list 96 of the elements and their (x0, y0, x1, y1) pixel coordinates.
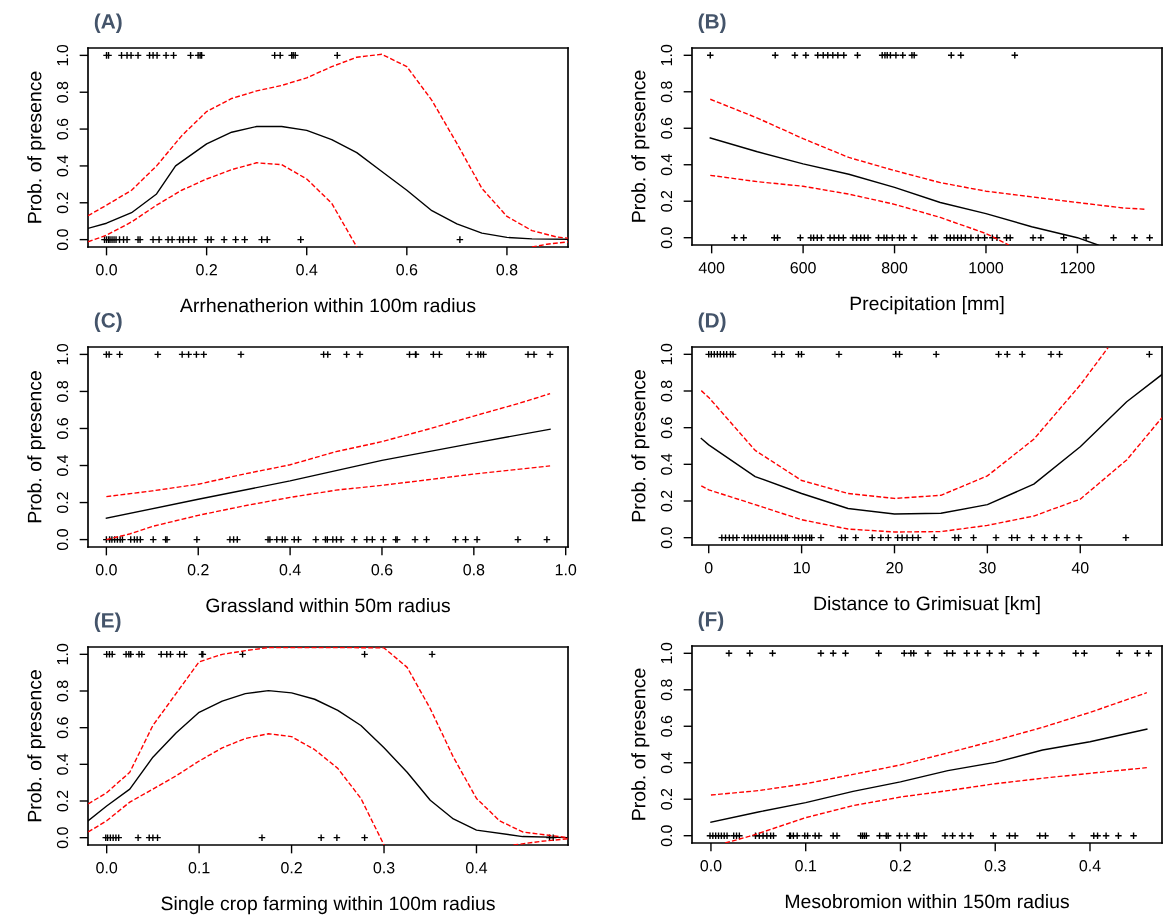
line-series (709, 174, 1010, 245)
x-tick-label: 400 (698, 262, 725, 274)
y-axis-title: Prob. of presence (27, 371, 46, 523)
x-tick-label: 0 (704, 562, 713, 574)
x-axis-title: Single crop farming within 100m radius (161, 896, 495, 915)
x-tick-label: 0.2 (187, 564, 209, 576)
y-tick-label: 0.2 (56, 192, 69, 214)
y-tick-label: 0.2 (660, 190, 673, 212)
x-tick-label: 0.4 (296, 264, 318, 276)
x-tick-label: 0.0 (96, 862, 118, 874)
line-series (105, 428, 551, 519)
y-tick-label: 0.8 (56, 680, 69, 702)
y-tick-label: 0.6 (660, 715, 673, 737)
y-tick-label: 0.2 (660, 788, 673, 810)
y-axis-title: Prob. of presence (631, 370, 650, 522)
line-series (709, 98, 1146, 210)
x-tick-label: 0.8 (463, 564, 485, 576)
x-tick-label: 30 (979, 562, 996, 574)
x-tick-label: 0.1 (795, 860, 817, 872)
y-axis-title: Prob. of presence (27, 670, 46, 822)
x-tick-label: 0.2 (196, 264, 217, 276)
line-series (710, 692, 1148, 796)
x-axis-title: Precipitation [mm] (850, 296, 1004, 315)
y-axis-title: Prob. of presence (631, 668, 650, 820)
y-tick-label: 1.0 (660, 343, 673, 365)
x-axis-title: Arrhenatherion within 100m radius (179, 298, 476, 313)
chart-title: (E) (94, 612, 121, 632)
y-tick-label: 0.0 (660, 825, 673, 847)
line-series (105, 465, 551, 541)
y-tick-label: 0.4 (56, 753, 69, 775)
y-tick-label: 0.4 (56, 454, 69, 476)
y-tick-label: 1.0 (56, 343, 69, 365)
x-tick-label: 0.6 (396, 264, 418, 276)
y-tick-label: 0.8 (660, 679, 673, 701)
y-tick-label: 0.6 (56, 118, 69, 140)
y-tick-label: 0.6 (56, 717, 69, 739)
x-tick-label: 10 (793, 562, 810, 574)
y-tick-label: 1.0 (660, 642, 673, 664)
y-axis-title: Prob. of presence (27, 71, 46, 223)
y-tick-label: 0.2 (56, 790, 69, 812)
y-tick-label: 0.6 (56, 418, 69, 439)
y-tick-label: 1.0 (660, 44, 673, 66)
line-series (700, 416, 1162, 533)
y-tick-label: 0.0 (56, 529, 69, 551)
x-tick-label: 0.2 (281, 862, 302, 874)
y-tick-label: 0.8 (56, 381, 69, 402)
x-tick-label: 0.8 (496, 264, 518, 276)
x-tick-label: 0.6 (371, 564, 393, 576)
x-tick-label: 0.0 (96, 264, 117, 276)
y-axis-title: Prob. of presence (631, 70, 650, 222)
chart-title: (B) (698, 13, 726, 33)
x-tick-label: 0.4 (466, 862, 488, 874)
x-axis-title: Distance to Grimisuat [km] (814, 596, 1040, 615)
y-tick-label: 0.4 (660, 752, 673, 774)
x-tick-label: 0.4 (1079, 860, 1101, 872)
y-tick-label: 0.0 (660, 527, 673, 549)
y-tick-label: 0.2 (56, 492, 69, 514)
x-tick-label: 1.0 (555, 564, 577, 576)
y-tick-label: 0.6 (660, 117, 673, 139)
x-tick-label: 0.3 (373, 862, 395, 874)
x-tick-label: 0.3 (984, 860, 1006, 872)
line-series (88, 53, 568, 239)
chart-title: (C) (94, 312, 122, 332)
line-series (105, 392, 551, 498)
x-tick-label: 1000 (969, 262, 1004, 274)
x-tick-label: 0.1 (188, 862, 210, 874)
y-tick-label: 0.4 (660, 453, 673, 475)
y-tick-label: 0.0 (56, 229, 69, 251)
y-tick-label: 0.2 (660, 490, 673, 512)
line-series (724, 766, 1148, 843)
y-tick-label: 1.0 (56, 643, 69, 665)
x-tick-label: 40 (1071, 562, 1089, 574)
x-tick-label: 0.4 (279, 564, 301, 576)
x-tick-label: 0.2 (889, 860, 911, 872)
y-tick-label: 0.8 (660, 380, 673, 402)
y-tick-label: 0.0 (660, 227, 673, 249)
y-tick-label: 0.4 (56, 155, 69, 177)
y-tick-label: 0.0 (56, 827, 69, 849)
x-tick-label: 0.0 (700, 860, 722, 872)
x-tick-label: 1200 (1060, 262, 1095, 274)
chart-title: (F) (698, 611, 724, 631)
y-tick-label: 0.6 (660, 417, 673, 439)
x-tick-label: 20 (886, 562, 903, 574)
line-series (710, 728, 1148, 823)
x-tick-label: 600 (790, 262, 816, 274)
chart-title: (A) (94, 13, 122, 33)
y-tick-label: 1.0 (56, 44, 69, 66)
x-tick-label: 800 (881, 262, 908, 274)
x-axis-title: Grassland within 50m radius (206, 598, 450, 613)
chart-title: (D) (698, 312, 726, 332)
y-tick-label: 0.4 (660, 154, 673, 176)
line-series (700, 347, 1109, 500)
y-tick-label: 0.8 (660, 81, 673, 103)
y-tick-label: 0.8 (56, 81, 69, 103)
x-axis-title: Mesobromion within 150m radius (785, 894, 1069, 909)
x-tick-label: 0.0 (95, 564, 117, 576)
